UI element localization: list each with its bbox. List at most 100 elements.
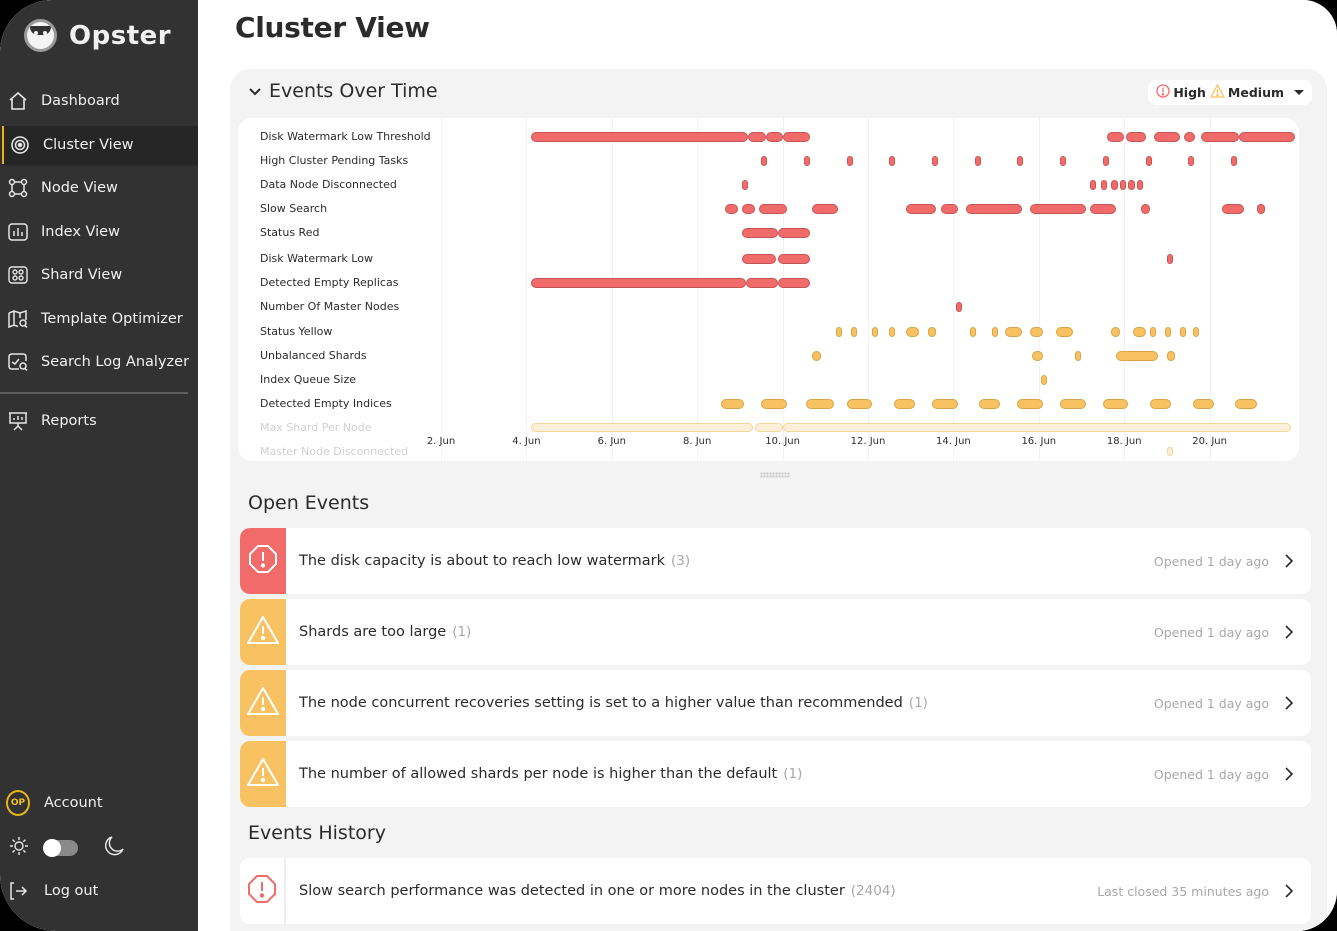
- event-segment[interactable]: [1188, 156, 1195, 166]
- event-segment[interactable]: [1100, 180, 1108, 190]
- event-segment[interactable]: [932, 156, 939, 166]
- chevron-right-icon[interactable]: [1269, 553, 1309, 569]
- event-segment[interactable]: [991, 327, 998, 337]
- sun-icon[interactable]: [8, 835, 30, 861]
- event-segment[interactable]: [765, 132, 783, 142]
- chevron-right-icon[interactable]: [1269, 766, 1309, 782]
- sidebar-item-index-view[interactable]: Index View: [6, 213, 120, 251]
- event-segment[interactable]: [1060, 399, 1086, 409]
- event-segment[interactable]: [1166, 351, 1176, 361]
- event-segment[interactable]: [835, 327, 842, 337]
- event-segment[interactable]: [778, 278, 811, 288]
- event-segment[interactable]: [970, 327, 977, 337]
- sidebar-item-search-log-analyzer[interactable]: Search Log Analyzer: [6, 343, 189, 381]
- event-segment[interactable]: [1126, 132, 1146, 142]
- event-segment[interactable]: [1040, 375, 1047, 385]
- event-segment[interactable]: [812, 351, 822, 361]
- event-segment[interactable]: [742, 254, 777, 264]
- event-segment[interactable]: [1230, 156, 1237, 166]
- sidebar-item-template-optimizer[interactable]: Template Optimizer: [6, 300, 183, 338]
- event-segment[interactable]: [720, 399, 745, 409]
- event-segment[interactable]: [1154, 132, 1180, 142]
- theme-toggle[interactable]: [43, 839, 78, 857]
- open-event-row[interactable]: The disk capacity is about to reach low …: [240, 528, 1311, 594]
- event-segment[interactable]: [742, 180, 749, 190]
- event-segment[interactable]: [530, 278, 747, 288]
- chevron-right-icon[interactable]: [1269, 624, 1309, 640]
- event-segment[interactable]: [1137, 180, 1144, 190]
- event-segment[interactable]: [1030, 327, 1044, 337]
- event-segment[interactable]: [530, 423, 753, 432]
- event-segment[interactable]: [1102, 156, 1109, 166]
- event-segment[interactable]: [846, 399, 873, 409]
- event-segment[interactable]: [979, 399, 1001, 409]
- event-segment[interactable]: [906, 327, 920, 337]
- event-segment[interactable]: [850, 327, 857, 337]
- event-segment[interactable]: [1090, 204, 1116, 214]
- event-segment[interactable]: [1060, 156, 1067, 166]
- event-segment[interactable]: [1235, 399, 1257, 409]
- open-event-row[interactable]: Shards are too large (1) Opened 1 day ago: [240, 599, 1311, 665]
- open-event-row[interactable]: The number of allowed shards per node is…: [240, 741, 1311, 807]
- event-segment[interactable]: [1032, 351, 1044, 361]
- event-segment[interactable]: [1145, 156, 1152, 166]
- event-segment[interactable]: [932, 399, 958, 409]
- event-segment[interactable]: [754, 423, 783, 432]
- event-segment[interactable]: [806, 399, 834, 409]
- event-segment[interactable]: [927, 327, 937, 337]
- event-segment[interactable]: [1179, 327, 1186, 337]
- event-segment[interactable]: [940, 204, 958, 214]
- event-segment[interactable]: [812, 204, 839, 214]
- account-menu[interactable]: OP Account: [6, 784, 103, 822]
- event-segment[interactable]: [1075, 351, 1082, 361]
- event-segment[interactable]: [746, 278, 779, 288]
- event-segment[interactable]: [846, 156, 853, 166]
- event-segment[interactable]: [1201, 132, 1240, 142]
- event-segment[interactable]: [906, 204, 937, 214]
- event-segment[interactable]: [1107, 132, 1125, 142]
- event-segment[interactable]: [742, 204, 755, 214]
- event-segment[interactable]: [1166, 254, 1174, 264]
- event-segment[interactable]: [1239, 132, 1295, 142]
- open-event-row[interactable]: The node concurrent recoveries setting i…: [240, 670, 1311, 736]
- event-segment[interactable]: [759, 204, 787, 214]
- event-segment[interactable]: [782, 132, 811, 142]
- event-segment[interactable]: [1192, 399, 1214, 409]
- event-segment[interactable]: [966, 204, 1022, 214]
- event-segment[interactable]: [893, 399, 915, 409]
- event-segment[interactable]: [1141, 204, 1150, 214]
- event-segment[interactable]: [1222, 204, 1244, 214]
- logo[interactable]: Opster: [24, 19, 171, 52]
- events-over-time-toggle[interactable]: Events Over Time: [248, 80, 438, 102]
- chevron-right-icon[interactable]: [1269, 695, 1309, 711]
- logout-button[interactable]: Log out: [6, 872, 98, 910]
- event-segment[interactable]: [1090, 180, 1097, 190]
- resize-handle[interactable]: [760, 472, 790, 478]
- event-segment[interactable]: [1166, 447, 1173, 456]
- event-segment[interactable]: [1132, 327, 1146, 337]
- sidebar-item-reports[interactable]: Reports: [6, 402, 97, 440]
- event-segment[interactable]: [1111, 180, 1118, 190]
- event-segment[interactable]: [1017, 399, 1044, 409]
- event-segment[interactable]: [803, 156, 810, 166]
- event-segment[interactable]: [974, 156, 981, 166]
- event-segment[interactable]: [724, 204, 738, 214]
- event-segment[interactable]: [778, 228, 811, 238]
- event-segment[interactable]: [1183, 132, 1195, 142]
- event-segment[interactable]: [889, 156, 896, 166]
- sidebar-item-node-view[interactable]: Node View: [6, 169, 118, 207]
- event-segment[interactable]: [1030, 204, 1086, 214]
- chevron-right-icon[interactable]: [1269, 883, 1309, 899]
- event-segment[interactable]: [1149, 327, 1156, 337]
- event-segment[interactable]: [1017, 156, 1024, 166]
- event-segment[interactable]: [530, 132, 749, 142]
- event-segment[interactable]: [748, 132, 766, 142]
- event-segment[interactable]: [1119, 180, 1127, 190]
- sidebar-item-cluster-view[interactable]: Cluster View: [2, 126, 225, 164]
- event-segment[interactable]: [955, 302, 962, 312]
- event-segment[interactable]: [889, 327, 896, 337]
- event-segment[interactable]: [782, 423, 1291, 432]
- event-segment[interactable]: [1102, 399, 1129, 409]
- event-segment[interactable]: [742, 228, 779, 238]
- event-segment[interactable]: [1004, 327, 1022, 337]
